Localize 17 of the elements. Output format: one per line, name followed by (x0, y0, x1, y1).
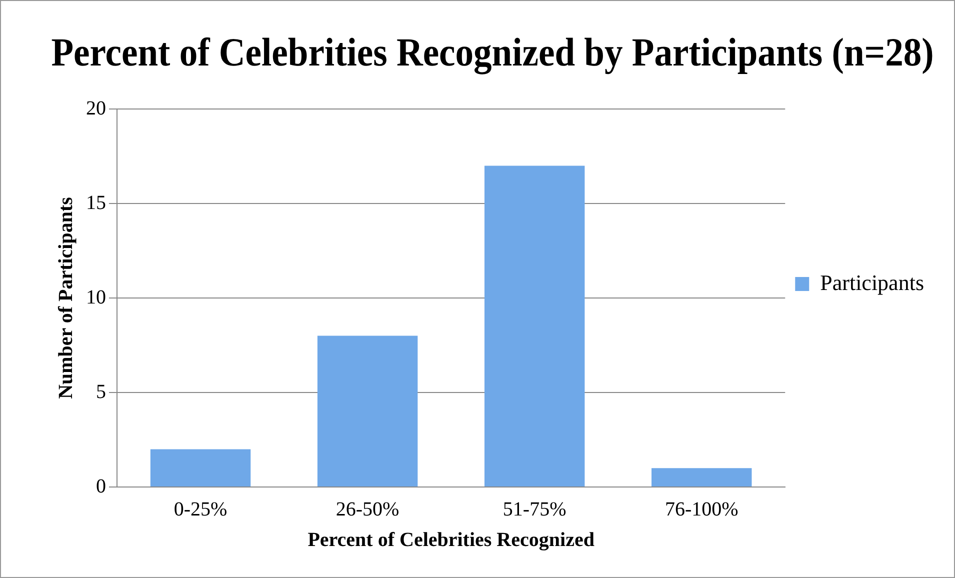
bar (150, 449, 251, 486)
x-tick-label: 51-75% (502, 498, 566, 520)
x-tick-label: 76-100% (664, 498, 738, 520)
y-tick-label: 20 (86, 97, 106, 120)
y-axis-title: Number of Participants (55, 196, 78, 399)
y-tick-label: 15 (86, 192, 106, 214)
bar (317, 336, 418, 486)
x-tick-label: 26-50% (336, 498, 400, 520)
x-tick-label: 0-25% (174, 498, 228, 520)
chart-title: Percent of Celebrities Recognized by Participants (n=28) (51, 30, 934, 75)
bar (652, 468, 752, 486)
x-axis-title: Percent of Celebrities Recognized (308, 529, 594, 552)
legend-label: Participants (820, 270, 924, 295)
bar (484, 166, 585, 486)
y-tick-label: 0 (96, 475, 106, 498)
y-tick-label: 5 (96, 380, 106, 403)
y-tick-label: 10 (86, 286, 106, 308)
